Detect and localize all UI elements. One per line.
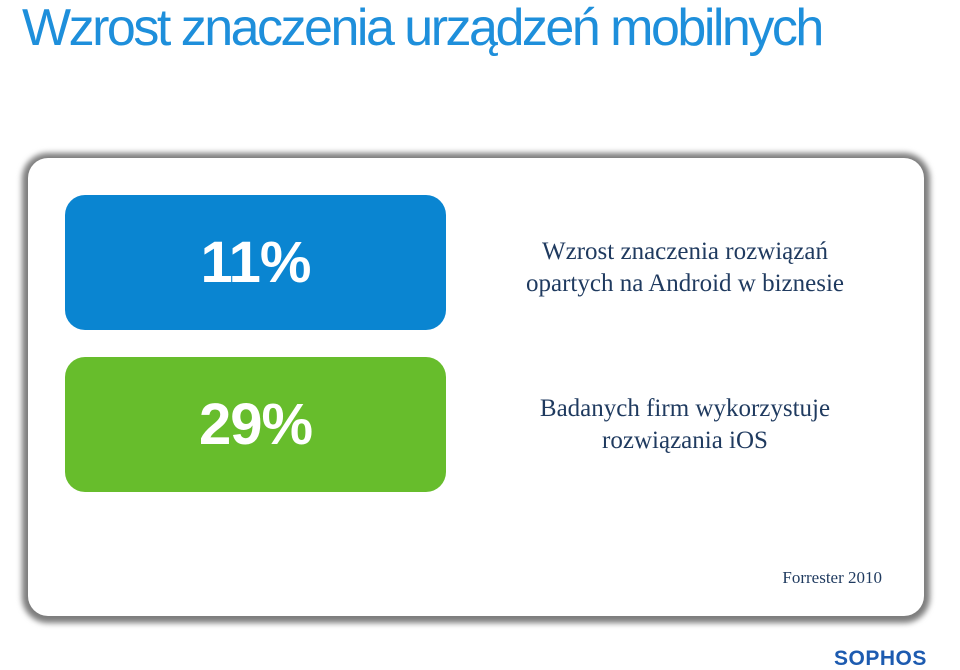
ios-description-line-1: Badanych firm wykorzystuje [539, 395, 831, 422]
ios-stat-box: 29% [65, 357, 446, 492]
source-citation: Forrester 2010 [782, 568, 882, 587]
sophos-logo: SOPHOS [834, 647, 927, 670]
android-description-line-1: Wzrost znaczenia rozwiązań [542, 238, 828, 265]
slide-title: Wzrost znaczenia urządzeń mobilnych [22, 0, 824, 57]
ios-stat-description: Badanych firm wykorzystuje rozwiązania i… [470, 393, 900, 457]
android-stat-value: 11% [200, 230, 312, 295]
android-stat-box: 11% [65, 195, 446, 330]
ios-stat-value: 29% [198, 392, 313, 457]
android-stat-description: Wzrost znaczenia rozwiązań opartych na A… [470, 236, 900, 300]
android-description-line-2: opartych na Android w biznesie [526, 270, 844, 297]
ios-description-line-2: rozwiązania iOS [602, 427, 768, 454]
